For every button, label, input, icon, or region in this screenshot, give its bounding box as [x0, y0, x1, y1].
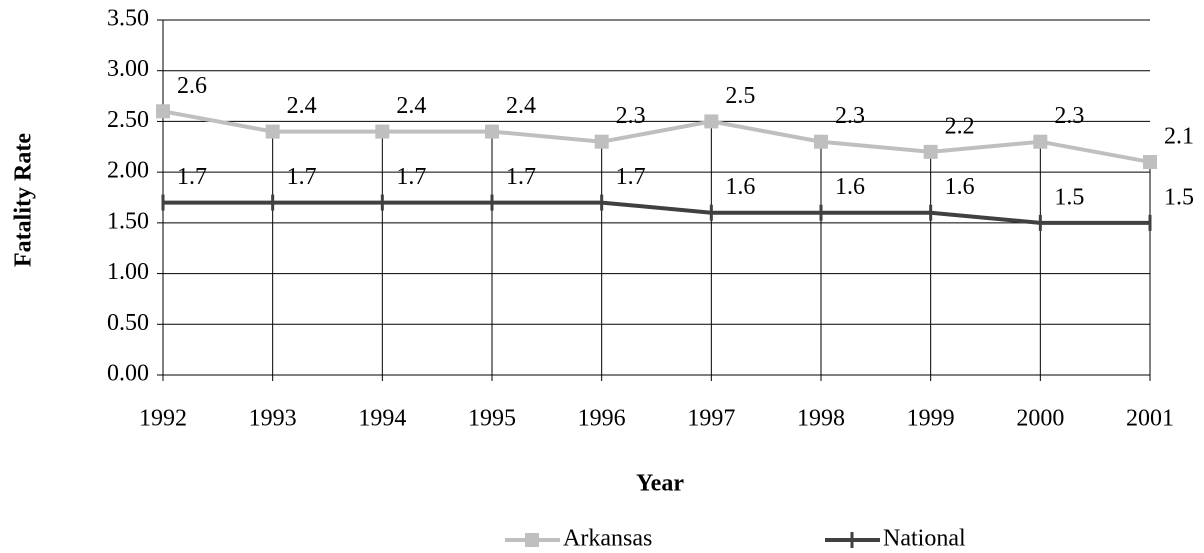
data-label: 2.3 — [835, 103, 865, 129]
x-tick-label: 1993 — [249, 406, 297, 432]
data-label: 2.1 — [1164, 124, 1194, 150]
x-tick-label: 1994 — [358, 406, 406, 432]
legend-label: Arkansas — [563, 526, 652, 552]
y-tick-label: 3.00 — [107, 56, 149, 82]
data-label: 1.7 — [396, 164, 426, 190]
data-label: 2.4 — [287, 93, 317, 119]
x-tick-label: 1997 — [687, 406, 735, 432]
data-label: 1.5 — [1054, 184, 1084, 210]
marker — [1143, 155, 1157, 169]
marker — [814, 134, 828, 149]
x-tick-label: 2001 — [1126, 406, 1174, 432]
marker — [1033, 134, 1048, 149]
x-tick-label: 1996 — [578, 406, 626, 432]
y-tick-label: 1.50 — [107, 208, 149, 234]
x-axis-label: Year — [636, 471, 684, 497]
data-label: 2.6 — [177, 73, 207, 99]
x-tick-label: 1999 — [907, 406, 955, 432]
data-label: 1.7 — [177, 164, 207, 190]
y-tick-label: 3.50 — [107, 6, 149, 32]
marker — [704, 114, 719, 129]
series-line — [162, 109, 1151, 164]
data-label: 1.6 — [835, 174, 865, 200]
y-tick-label: 2.00 — [107, 158, 149, 184]
y-axis-label: Fatality Rate — [11, 133, 37, 267]
marker — [594, 134, 609, 149]
data-label: 1.6 — [725, 174, 755, 200]
y-tick-label: 1.00 — [107, 259, 149, 285]
x-tick-label: 1995 — [468, 406, 516, 432]
data-label: 2.2 — [945, 113, 975, 139]
x-tick-label: 2000 — [1016, 406, 1064, 432]
legend-marker — [525, 533, 539, 547]
marker — [923, 144, 938, 159]
marker — [265, 124, 280, 139]
y-tick-label: 0.50 — [107, 310, 149, 336]
data-label: 2.4 — [506, 93, 536, 119]
marker — [375, 124, 390, 139]
data-label: 2.3 — [616, 103, 646, 129]
x-tick-label: 1992 — [139, 406, 187, 432]
data-label: 1.5 — [1164, 184, 1194, 210]
data-label: 2.3 — [1054, 103, 1084, 129]
data-label: 1.6 — [945, 174, 975, 200]
series-line — [163, 200, 1150, 225]
y-tick-label: 0.00 — [107, 361, 149, 387]
data-label: 2.4 — [396, 93, 426, 119]
data-label: 1.7 — [506, 164, 536, 190]
marker — [485, 124, 499, 139]
data-label: 2.5 — [725, 83, 755, 109]
x-tick-label: 1998 — [797, 406, 845, 432]
y-tick-label: 2.50 — [107, 107, 149, 133]
data-label: 1.7 — [287, 164, 317, 190]
legend-label: National — [883, 526, 966, 552]
data-label: 1.7 — [616, 164, 646, 190]
marker — [156, 104, 170, 119]
